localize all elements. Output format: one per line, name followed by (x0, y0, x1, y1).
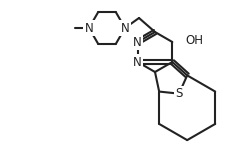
Text: N: N (84, 22, 93, 35)
Text: S: S (175, 87, 182, 100)
Text: OH: OH (185, 33, 202, 46)
Text: N: N (120, 22, 129, 35)
Text: N: N (133, 56, 141, 68)
Text: N: N (133, 35, 141, 49)
